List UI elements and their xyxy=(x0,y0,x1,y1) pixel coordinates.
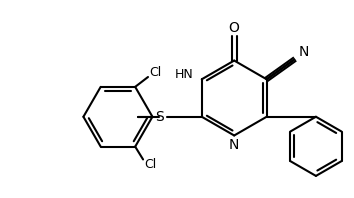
Text: HN: HN xyxy=(175,68,193,81)
Text: Cl: Cl xyxy=(144,158,156,171)
Text: O: O xyxy=(229,21,240,35)
Text: Cl: Cl xyxy=(149,66,161,79)
Text: N: N xyxy=(299,45,309,59)
Text: N: N xyxy=(229,138,239,152)
Text: S: S xyxy=(155,110,164,124)
